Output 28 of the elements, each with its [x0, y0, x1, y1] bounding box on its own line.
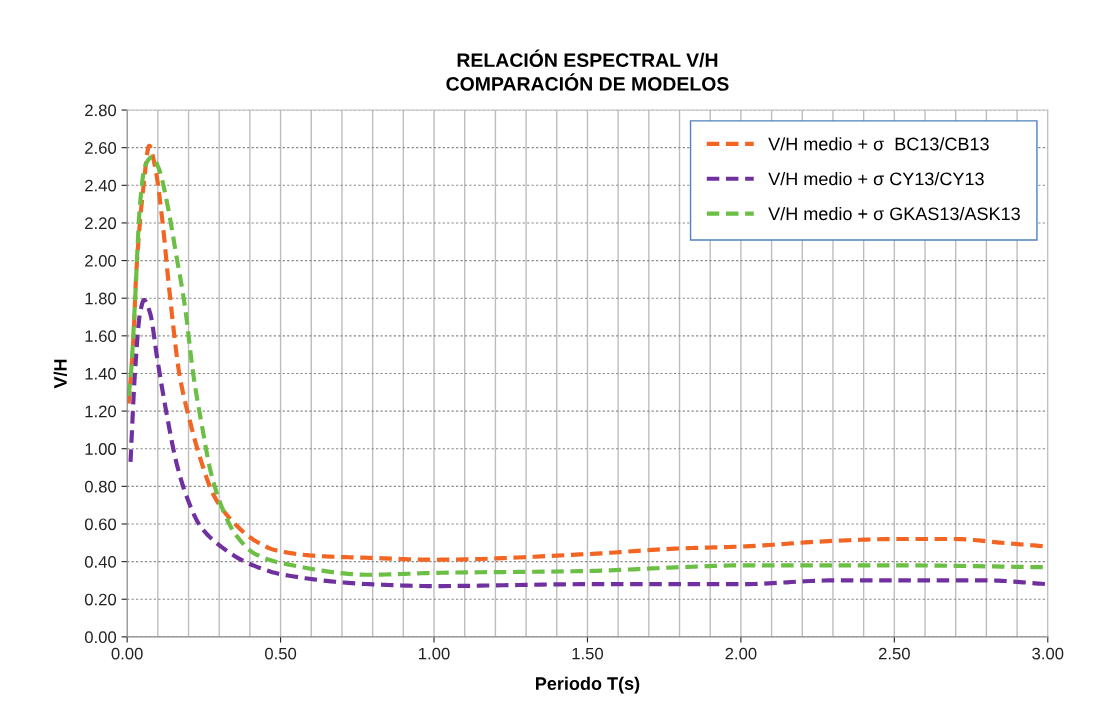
x-tick-label: 2.00: [725, 647, 757, 660]
y-tick-label: 1.80: [85, 292, 117, 305]
x-tick-label: 1.50: [572, 647, 604, 660]
y-axis-title: V/H: [53, 359, 68, 389]
y-tick-label: 1.00: [85, 443, 117, 455]
y-tick-label: 0.40: [84, 556, 117, 568]
y-tick-label: 0.80: [84, 480, 117, 493]
y-tick-label: 2.80: [85, 104, 117, 117]
x-tick-label: 0.50: [265, 647, 297, 660]
x-tick-label: 0.00: [111, 647, 143, 660]
legend-label: V/H medio + σ CY13/CY13: [768, 172, 984, 186]
y-tick-label: 2.00: [85, 254, 117, 267]
x-tick-label: 1.00: [419, 647, 450, 660]
y-tick-label: 1.60: [85, 330, 117, 343]
y-tick-label: 2.20: [85, 217, 117, 230]
legend-label: V/H medio + σ BC13/CB13: [768, 137, 989, 151]
y-tick-label: 0.00: [84, 631, 117, 644]
x-tick-label: 2.50: [878, 647, 910, 660]
y-tick-label: 2.40: [85, 179, 117, 192]
y-tick-label: 0.60: [84, 518, 117, 531]
y-tick-label: 2.60: [85, 142, 117, 154]
y-tick-label: 1.20: [85, 405, 117, 418]
x-tick-label: 3.00: [1032, 647, 1064, 660]
legend-label: V/H medio + σ GKAS13/ASK13: [768, 206, 1020, 221]
chart-title: RELACIÓN ESPECTRAL V/H COMPARACIÓN DE MODELOS: [446, 49, 729, 91]
y-tick-label: 0.20: [84, 593, 117, 606]
y-tick-label: 1.40: [85, 367, 117, 380]
x-axis-title: Periodo T(s): [536, 676, 640, 694]
